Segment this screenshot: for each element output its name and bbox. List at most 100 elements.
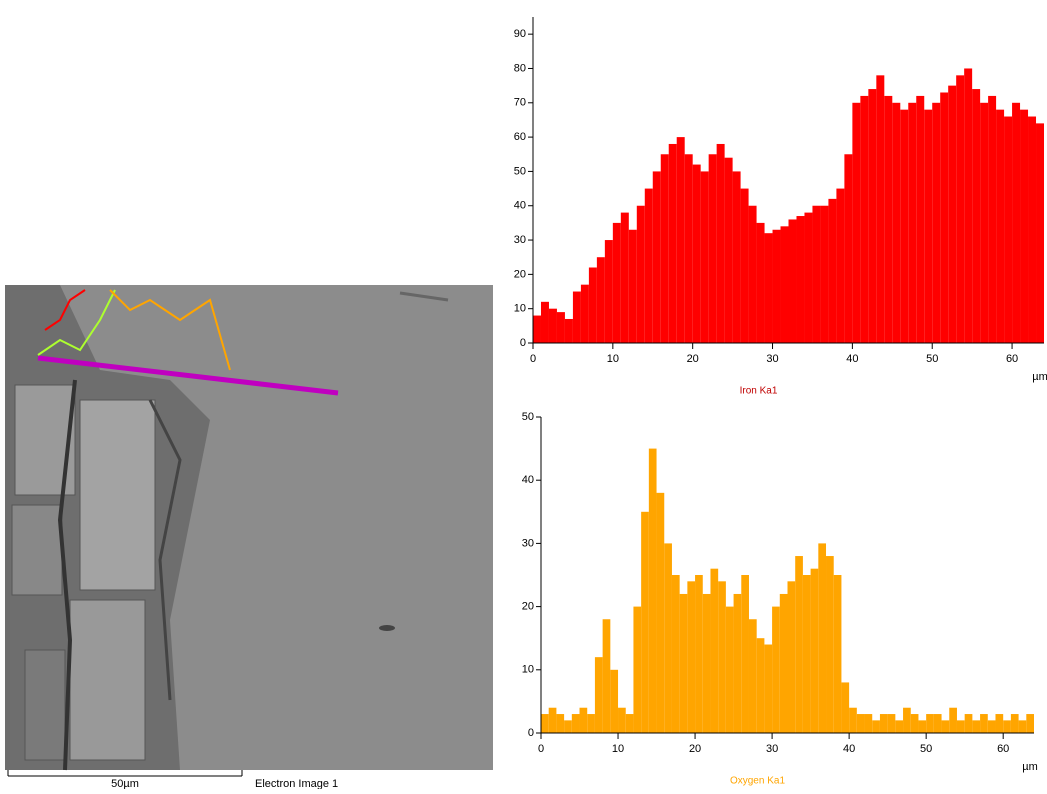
bar [844,154,853,343]
bar [964,68,973,343]
y-tick-label: 0 [520,337,526,349]
bar [764,233,773,343]
bar [641,511,649,733]
bar [748,619,757,733]
bar [548,707,557,733]
bar [564,318,573,343]
bar [618,707,626,733]
bar [956,720,965,733]
bar [980,714,988,733]
bar [940,92,949,343]
bar [988,95,997,343]
bar [556,312,565,343]
x-tick-label: 20 [687,353,699,365]
y-tick-label: 80 [514,62,526,74]
bar [956,75,965,343]
bar [1018,720,1027,733]
bar [741,575,749,733]
bar [740,188,749,343]
bar [972,720,981,733]
bar [572,291,581,343]
bar [972,89,981,343]
bar [872,720,880,733]
bar [987,720,996,733]
bar [892,102,901,343]
x-tick-label: 50 [920,743,932,755]
bar [594,657,603,733]
bar [828,198,837,343]
bar [924,109,933,343]
x-tick-label: 10 [607,353,619,365]
bar [836,188,845,343]
bar [612,222,621,343]
bar [664,543,672,733]
x-unit-label: µm [1032,371,1047,383]
y-tick-label: 10 [522,664,534,676]
bar [625,714,634,733]
bar [856,714,865,733]
bar [820,205,829,343]
y-tick-label: 10 [514,303,526,315]
bar [876,75,885,343]
y-tick-label: 40 [514,200,526,212]
bar [884,95,893,343]
bar [941,720,950,733]
y-tick-label: 50 [522,411,534,423]
bar [804,212,813,343]
bar [932,102,941,343]
bar [849,707,857,733]
bar [1003,720,1011,733]
y-tick-label: 20 [514,268,526,280]
bar [1010,714,1019,733]
bar [660,154,669,343]
bar [718,581,726,733]
bar [802,575,811,733]
bar [895,720,904,733]
bar [724,157,733,343]
bar [702,593,711,733]
x-tick-label: 0 [538,743,544,755]
bar [1026,714,1034,733]
bar [676,137,685,343]
bar [910,714,919,733]
bar [556,714,565,733]
bar [708,154,717,343]
bar [918,720,927,733]
electron-image: 50µm Electron Image 1 [5,285,493,790]
bar [579,707,588,733]
y-tick-label: 50 [514,165,526,177]
bar [633,606,642,733]
chart-title: Oxygen Ka1 [730,776,785,787]
bar [636,205,645,343]
bar [733,593,742,733]
bar [833,575,842,733]
bar [732,171,741,343]
bar [779,593,788,733]
bar [764,644,773,733]
bar [818,543,827,733]
bar [796,216,805,343]
bar [628,229,637,343]
bar [571,714,580,733]
bar [772,606,780,733]
bar [903,707,911,733]
x-tick-label: 60 [997,743,1009,755]
bar [580,284,589,343]
bar [826,556,834,733]
scale-bar-label: 50µm [111,778,139,789]
bar [852,102,861,343]
bar [710,568,719,733]
bar [725,606,734,733]
bar [787,581,796,733]
bar [687,581,696,733]
bar [588,267,597,343]
bar [656,492,665,733]
x-tick-label: 20 [689,743,701,755]
bar [926,714,934,733]
image-caption: Electron Image 1 [255,778,338,789]
x-unit-label: µm [1022,761,1038,773]
bar [1036,123,1044,344]
x-tick-label: 60 [1006,353,1018,365]
bar [648,448,657,733]
